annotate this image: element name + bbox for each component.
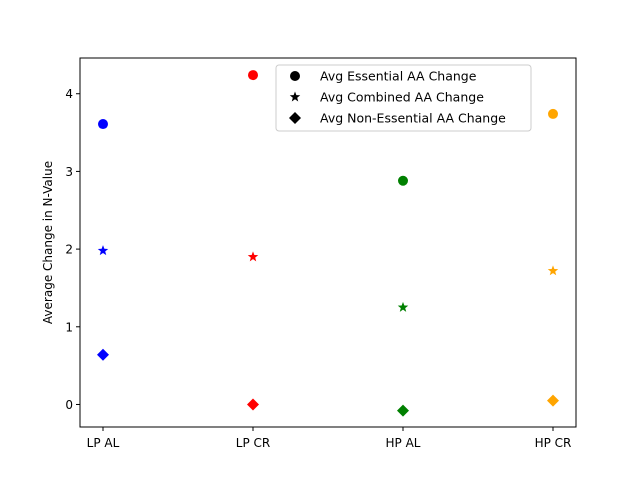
data-point-circle [548,108,558,119]
y-tick-label: 4 [65,87,73,101]
data-point-star [397,301,409,312]
y-tick-label: 1 [65,320,73,334]
legend: Avg Essential AA Change Avg Combined AA C… [275,64,532,132]
data-point-star [547,265,559,276]
legend-entry-label: Avg Non-Essential AA Change [320,111,506,126]
x-tick-label: HP CR [535,436,572,450]
data-point-diamond [547,394,559,407]
x-tick-label: HP AL [386,436,421,450]
plot-frame [79,57,577,428]
legend-entry-label: Avg Essential AA Change [320,69,477,84]
data-point-diamond [397,404,409,417]
data-point-circle [98,119,108,130]
data-point-circle [248,70,258,81]
data-point-star [247,251,259,262]
data-point-diamond [97,348,109,361]
legend-entry-label: Avg Combined AA Change [320,90,484,105]
x-tick-label: LP CR [236,436,270,450]
legend-marker-circle [290,71,300,81]
x-tick-label: LP AL [87,436,120,450]
legend-marker-diamond [289,112,301,124]
y-tick-label: 0 [65,398,73,412]
y-tick-label: 3 [65,165,73,179]
x-axis-ticks: LP AL LP CR HP AL HP CR [87,427,572,450]
legend-box [275,64,532,132]
data-point-circle [398,175,408,186]
data-point-star [97,245,109,256]
y-axis-label: Average Change in N-Value [41,161,55,324]
data-points [97,70,559,417]
y-tick-label: 2 [65,243,73,257]
legend-marker-star [289,91,301,102]
y-axis-ticks: 0 1 2 3 4 [65,87,80,412]
data-point-diamond [247,398,259,411]
